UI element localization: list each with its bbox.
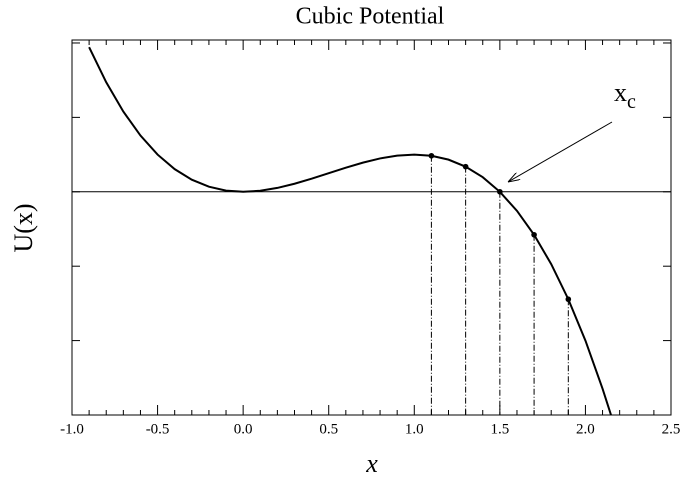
chart-title: Cubic Potential — [296, 4, 445, 30]
annotation-subscript: c — [627, 91, 636, 113]
x-tick-label: -0.5 — [146, 421, 170, 437]
x-tick-label: -1.0 — [60, 421, 84, 437]
annotation: xc — [614, 78, 636, 113]
point — [565, 296, 572, 303]
x-tick-label: 0.0 — [234, 421, 253, 437]
y-axis-label: U(x) — [9, 203, 38, 252]
x-tick-label: 1.0 — [405, 421, 424, 437]
annotation-text: x — [614, 78, 627, 107]
x-axis-label: x — [365, 449, 378, 478]
curve — [88, 46, 613, 415]
point — [497, 188, 503, 195]
x-tick-label: 2.5 — [662, 421, 681, 437]
x-tick-label: 0.5 — [319, 421, 338, 437]
x-tick-label: 2.0 — [576, 421, 595, 437]
x-tick-label: 1.5 — [490, 421, 509, 437]
point — [428, 152, 435, 159]
point — [462, 163, 469, 170]
annotation-arrow — [508, 121, 613, 182]
plot-frame — [71, 39, 672, 416]
point — [531, 231, 537, 238]
